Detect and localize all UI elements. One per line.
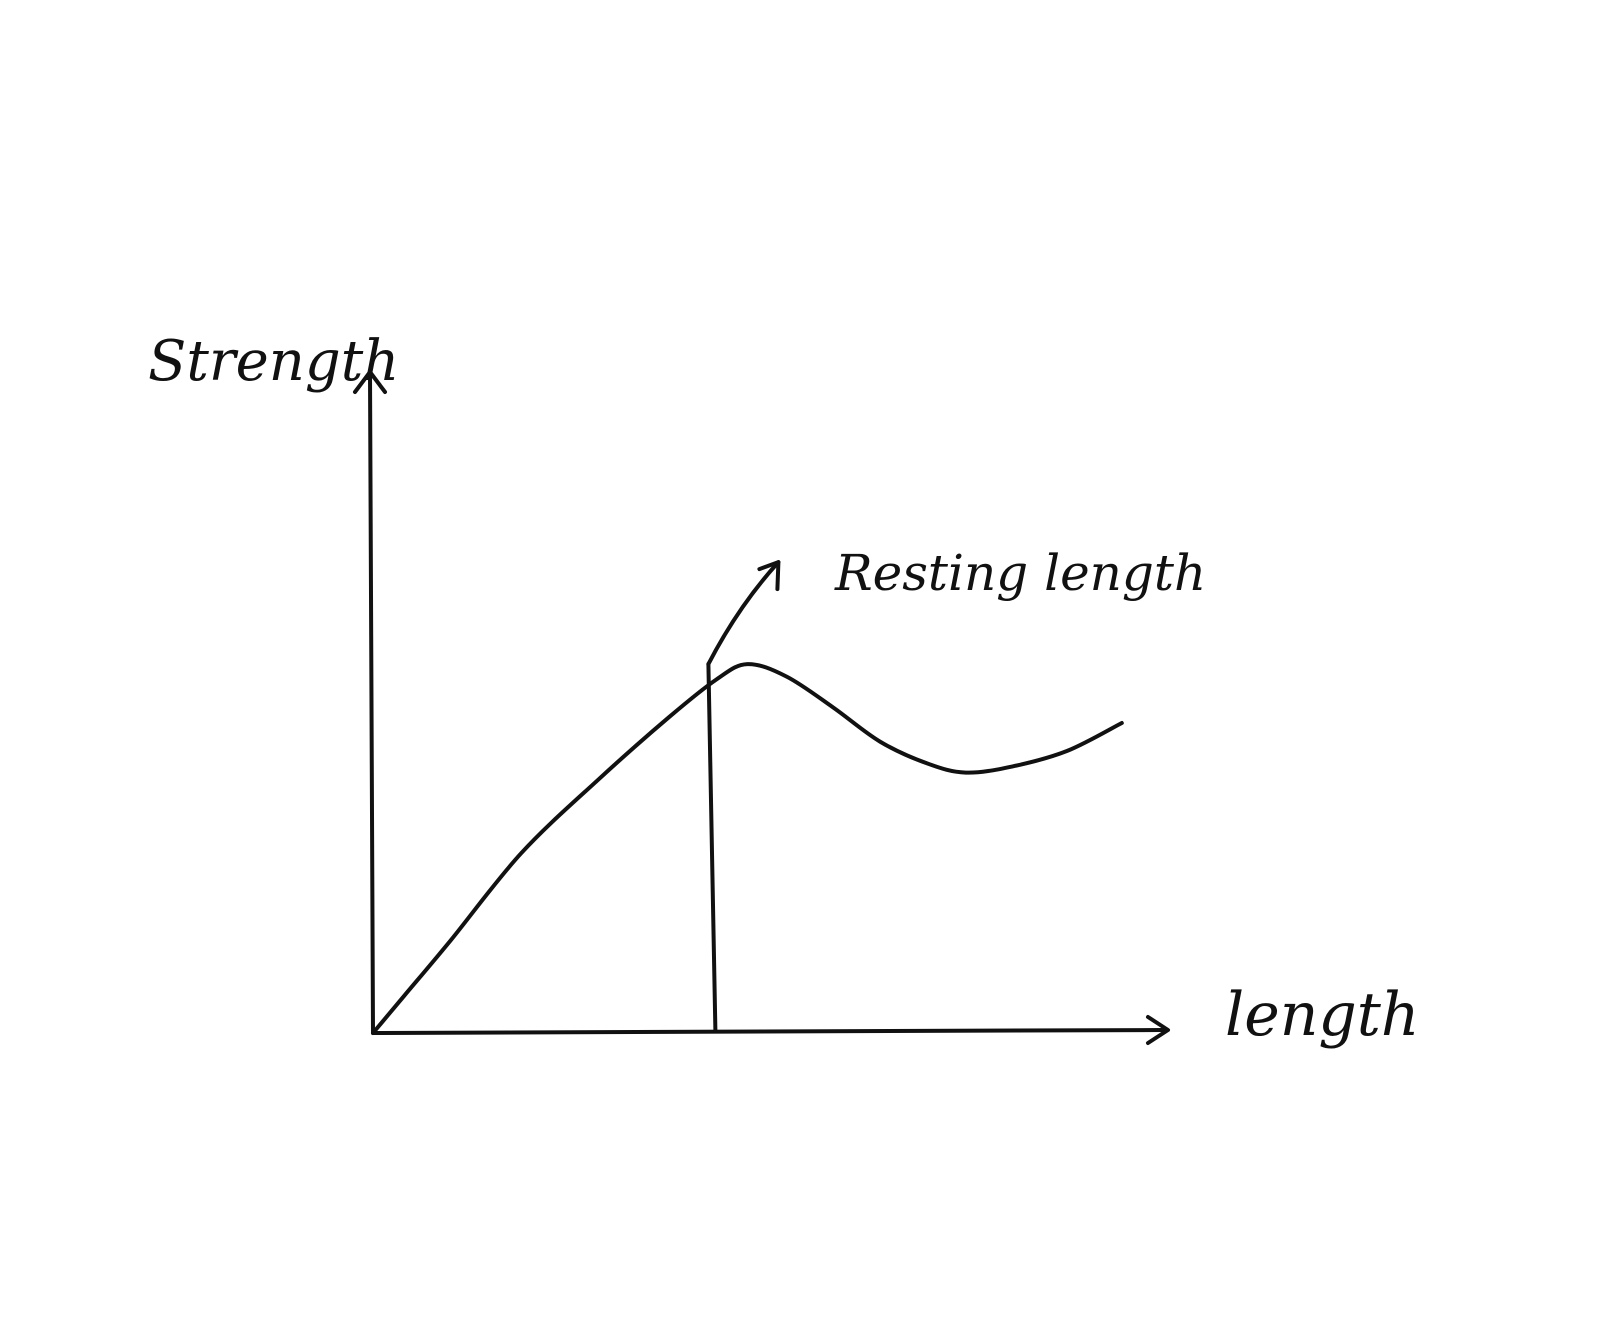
resting-length-arrow [706,560,781,667]
x-axis [371,1028,1165,1035]
resting-length-marker-line [706,662,718,1033]
strength-curve [371,662,1124,1035]
y-axis-arrowhead [353,370,387,394]
y-axis [368,373,375,1035]
y-axis-label: Strength [148,329,399,394]
x-axis-label: length [1225,980,1420,1050]
resting-length-label: Resting length [834,544,1206,602]
x-axis-arrowhead [1146,1015,1170,1045]
resting-length-arrowhead [757,560,781,592]
